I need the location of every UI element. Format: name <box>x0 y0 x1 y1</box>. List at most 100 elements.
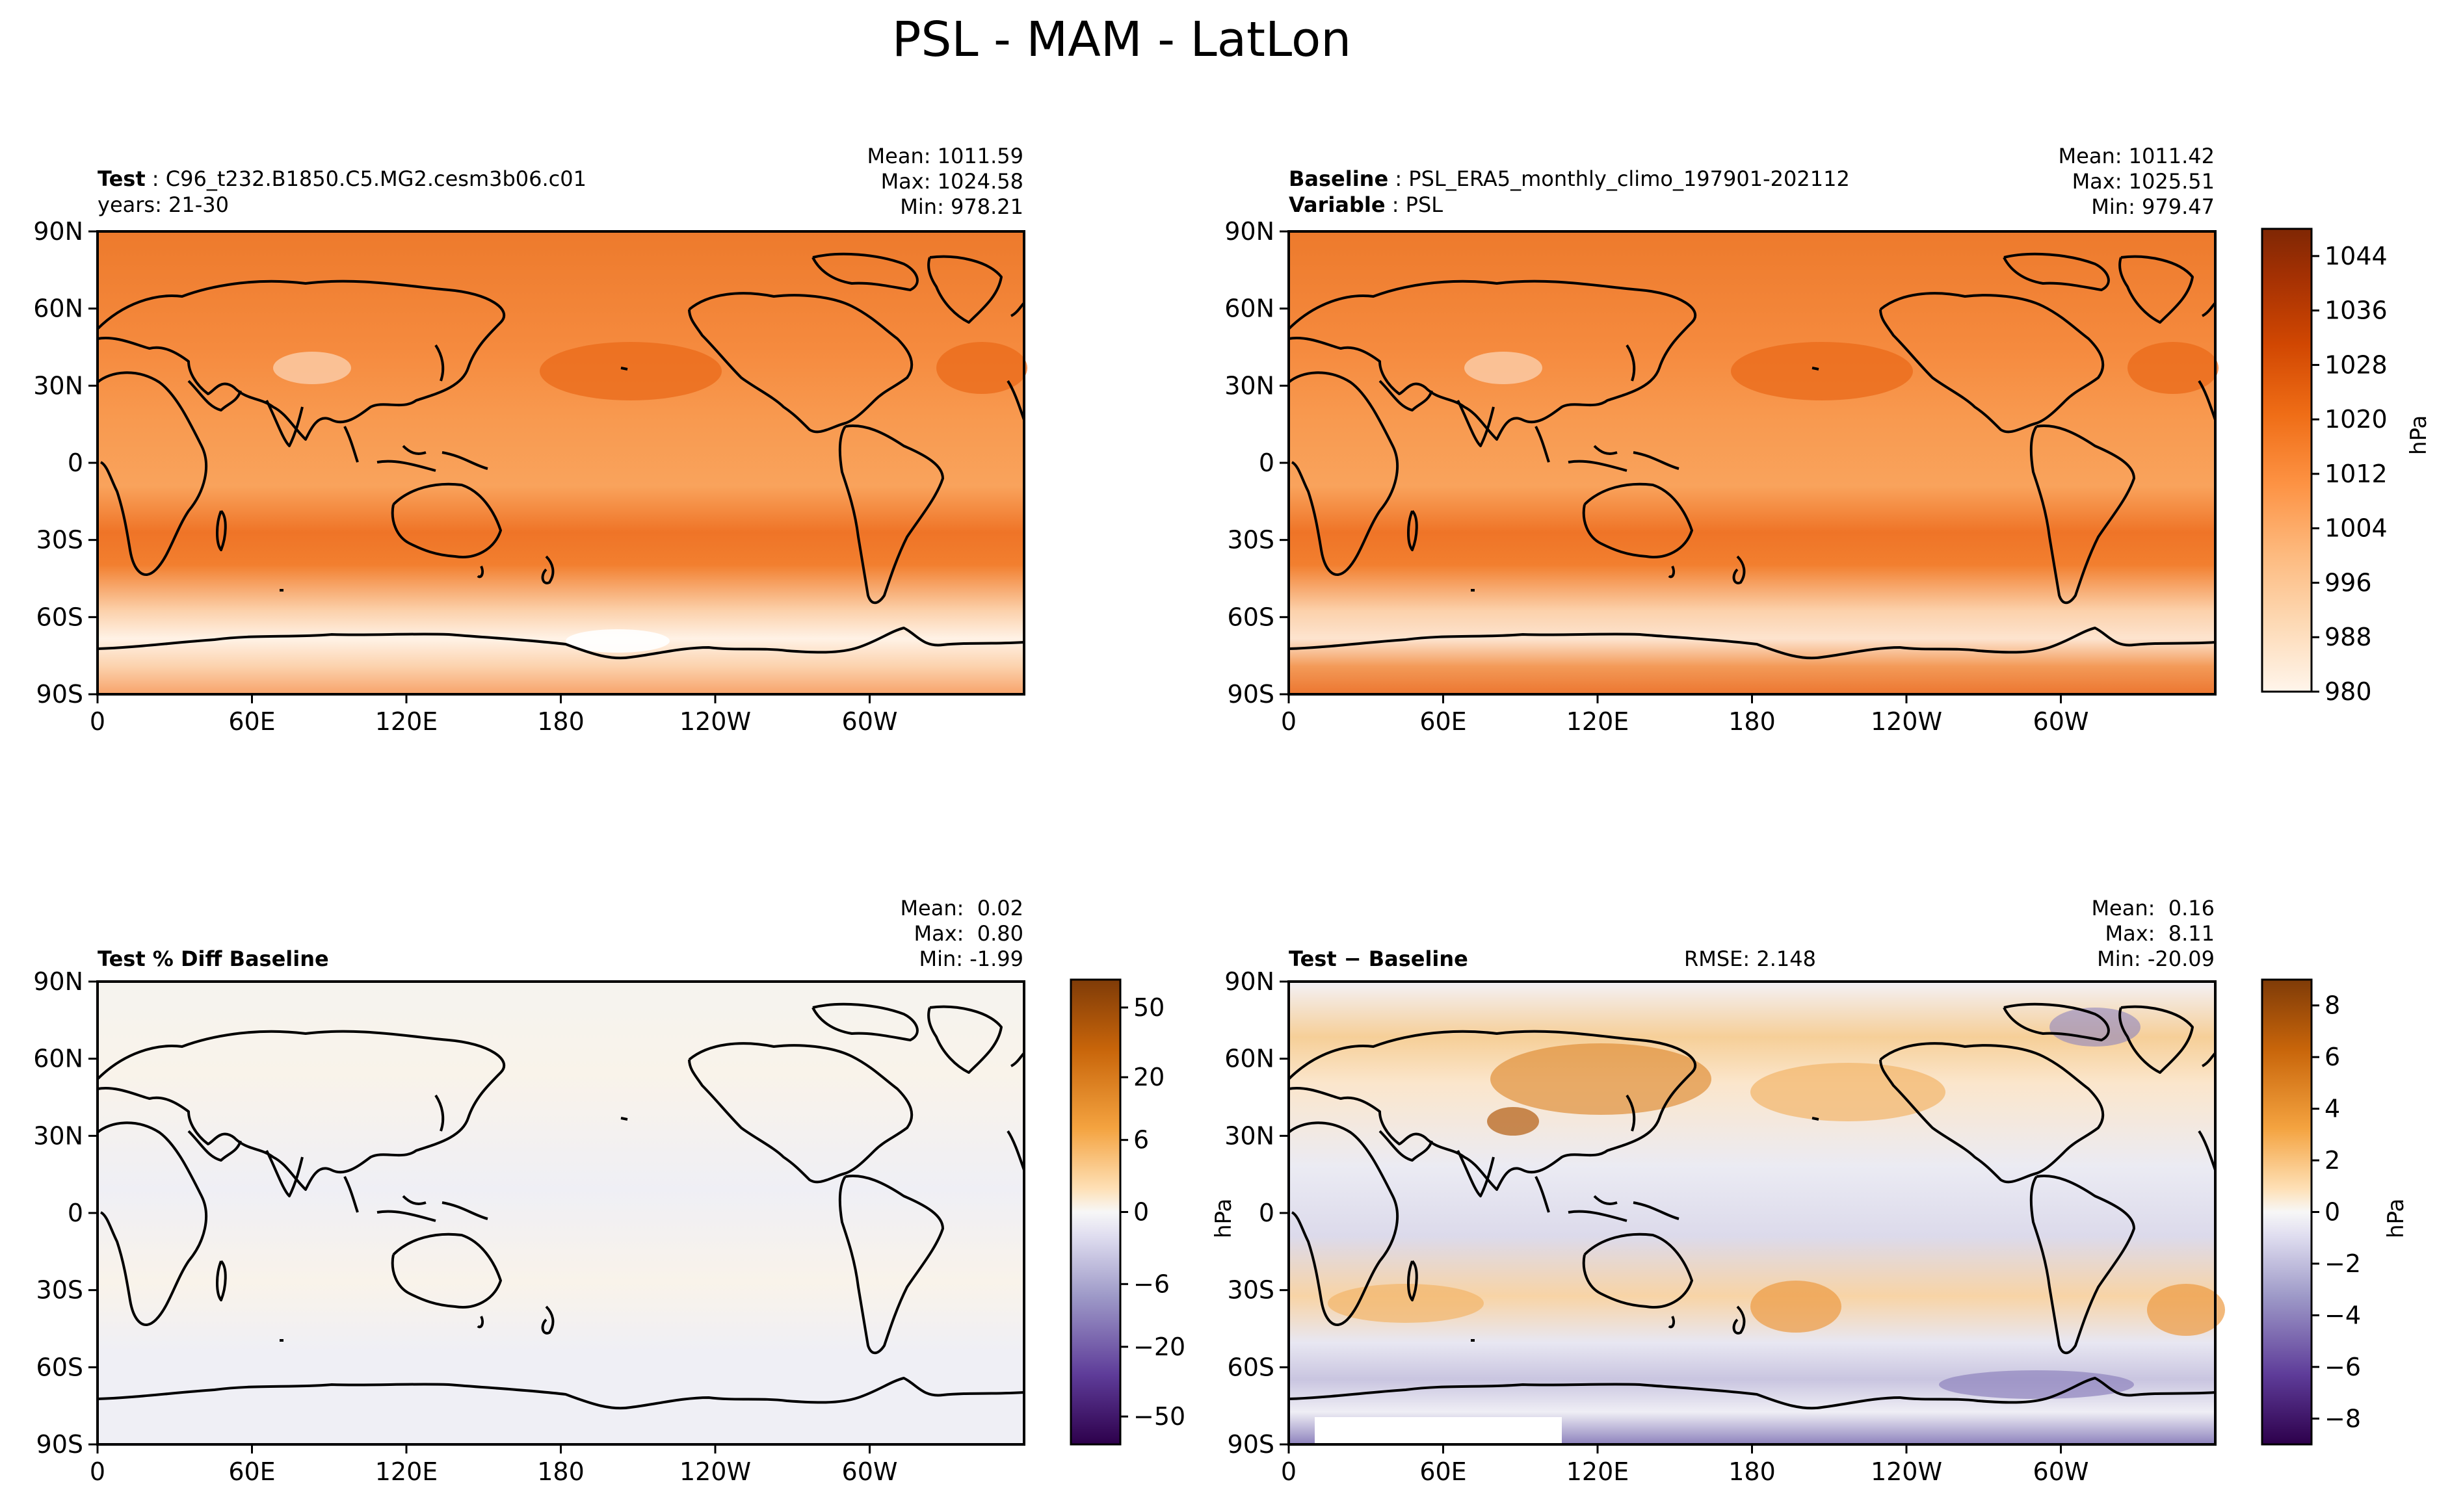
pctdiff-map-frame <box>96 980 1025 1446</box>
y-tick-label: 60S <box>1228 603 1274 631</box>
test-label-value: C96_t232.B1850.C5.MG2.cesm3b06.c01 <box>165 166 586 191</box>
diff-map-npac-high <box>1750 1063 1945 1121</box>
baseline-map-frame <box>1287 230 2217 696</box>
test-label: Test : C96_t232.B1850.C5.MG2.cesm3b06.c0… <box>98 166 586 191</box>
baseline-stats: Mean: 1011.42 Max: 1025.51 Min: 979.47 <box>2059 144 2215 220</box>
abs-colorbar-tick-label: 1028 <box>2325 350 2388 379</box>
x-tick-label: 0 <box>90 1457 105 1486</box>
x-tick-label: 180 <box>1728 1457 1776 1486</box>
x-tick-label: 120W <box>679 707 751 736</box>
baseline-variable: Variable : PSL <box>1289 192 1443 217</box>
abs-colorbar-unit: hPa <box>2406 415 2432 455</box>
test-max: Max: 1024.58 <box>880 169 1023 194</box>
x-tick-label: 180 <box>537 1457 585 1486</box>
test-mean: Mean: 1011.59 <box>867 144 1023 168</box>
diff-map-sh-high3 <box>1328 1284 1484 1323</box>
pct-colorbar <box>1070 978 1122 1446</box>
abs-colorbar-tick-label: 1020 <box>2325 405 2388 434</box>
y-tick-label: 90N <box>1224 967 1274 996</box>
x-tick-label: 60E <box>228 1457 275 1486</box>
abs-colorbar-tick-label: 1004 <box>2325 514 2388 543</box>
x-tick-label: 180 <box>1728 707 1776 736</box>
x-tick-label: 120W <box>679 1457 751 1486</box>
y-tick-label: 90S <box>1228 1430 1274 1459</box>
y-tick-label: 90S <box>1228 680 1274 709</box>
pct-colorbar-tick-label: 50 <box>1133 993 1165 1022</box>
diff-map-frame <box>1287 980 2217 1446</box>
x-tick-label: 60W <box>842 1457 898 1486</box>
y-tick-label: 90N <box>33 217 83 246</box>
diff-map <box>1287 980 2225 1446</box>
pctdiff-mean: Mean: 0.02 <box>900 896 1023 920</box>
baseline-variable-value: PSL <box>1405 192 1443 217</box>
test-years: years: 21-30 <box>98 192 229 217</box>
diff-map-ant-low <box>1939 1370 2134 1399</box>
diff-map-sh-high2 <box>2147 1284 2225 1336</box>
pct-colorbar-tick-label: −20 <box>1133 1333 1185 1361</box>
diff-colorbar-tick-label: −6 <box>2325 1353 2361 1381</box>
test-map-ant-low <box>566 629 670 653</box>
y-tick-label: 90N <box>1224 217 1274 246</box>
pct-colorbar-tick-label: −50 <box>1133 1402 1185 1431</box>
y-tick-label: 30S <box>1228 1276 1274 1305</box>
x-tick-label: 60E <box>1419 1457 1466 1486</box>
y-tick-label: 0 <box>68 449 83 477</box>
x-tick-label: 0 <box>1281 707 1297 736</box>
diff-colorbar-tick-label: 6 <box>2325 1043 2340 1071</box>
diff-colorbar-tick-label: 8 <box>2325 991 2340 1020</box>
pct-colorbar-tick-label: 20 <box>1133 1063 1165 1091</box>
x-tick-label: 0 <box>90 707 105 736</box>
abs-colorbar-tick-label: 980 <box>2325 677 2372 706</box>
y-tick-label: 90S <box>36 680 83 709</box>
y-tick-label: 60N <box>33 1045 83 1073</box>
pctdiff-map <box>96 980 1025 1446</box>
diff-label: Test − Baseline <box>1289 946 1468 971</box>
baseline-map-high-atlantic <box>2127 342 2219 394</box>
pctdiff-label-bold: Test % Diff Baseline <box>98 946 329 971</box>
diff-colorbar-tick-label: 4 <box>2325 1095 2340 1123</box>
y-tick-label: 30N <box>1224 1121 1274 1150</box>
x-tick-label: 120E <box>375 1457 438 1486</box>
y-tick-label: 0 <box>68 1199 83 1227</box>
x-tick-label: 60E <box>228 707 275 736</box>
abs-colorbar-tick-label: 988 <box>2325 623 2372 651</box>
y-tick-label: 30N <box>1224 371 1274 400</box>
diff-map-siberia-high <box>1490 1043 1711 1115</box>
pctdiff-stats: Mean: 0.02 Max: 0.80 Min: -1.99 <box>900 896 1023 972</box>
test-map-high-pacific <box>540 342 722 400</box>
x-tick-label: 0 <box>1281 1457 1297 1486</box>
x-tick-label: 120W <box>1871 1457 1942 1486</box>
test-label-bold: Test <box>98 166 146 191</box>
pctdiff-max: Max: 0.80 <box>914 921 1023 946</box>
diff-colorbar-tick-label: −2 <box>2325 1249 2361 1278</box>
y-tick-label: 90N <box>33 967 83 996</box>
baseline-map <box>1287 230 2219 696</box>
abs-colorbar-tick-label: 1044 <box>2325 242 2388 270</box>
x-tick-label: 60W <box>842 707 898 736</box>
diff-colorbar <box>2261 978 2313 1446</box>
pctdiff-label: Test % Diff Baseline <box>98 946 329 971</box>
pctdiff-map-field <box>98 982 1024 1444</box>
diff-colorbar-tick-label: 2 <box>2325 1146 2340 1175</box>
y-tick-label: 0 <box>1259 1199 1274 1227</box>
pct-colorbar-unit: hPa <box>1211 1198 1237 1238</box>
y-tick-label: 30S <box>1228 526 1274 554</box>
diff-stats: Mean: 0.16 Max: 8.11 Min: -20.09 <box>2091 896 2215 972</box>
test-map-frame <box>96 230 1025 696</box>
diff-colorbar-tick-label: −8 <box>2325 1404 2361 1433</box>
y-tick-label: 60N <box>1224 1045 1274 1073</box>
diff-map-arctic-low <box>2049 1008 2140 1047</box>
pct-colorbar-tick-label: 6 <box>1133 1126 1149 1154</box>
y-tick-label: 60N <box>1224 294 1274 323</box>
abs-colorbar-tick-label: 1036 <box>2325 296 2388 325</box>
figure-title: PSL - MAM - LatLon <box>891 12 1352 68</box>
x-tick-label: 60W <box>2033 707 2089 736</box>
x-tick-label: 120E <box>1566 707 1629 736</box>
x-tick-label: 60E <box>1419 707 1466 736</box>
test-map-field <box>98 231 1024 694</box>
y-tick-label: 60S <box>36 603 83 631</box>
y-tick-label: 0 <box>1259 449 1274 477</box>
y-tick-label: 60N <box>33 294 83 323</box>
